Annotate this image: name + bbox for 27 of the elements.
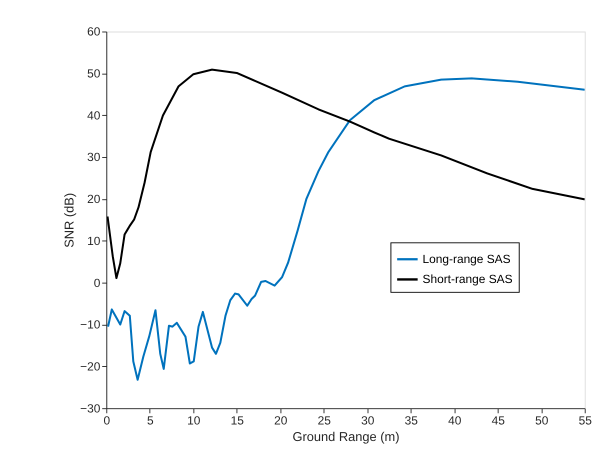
y-tick-label: 0 xyxy=(94,276,101,290)
x-tick-label: 20 xyxy=(274,413,288,428)
x-tick-label: 45 xyxy=(492,413,506,428)
x-tick-label: 5 xyxy=(146,413,154,428)
y-tick-label: −20 xyxy=(80,360,101,374)
y-tick-label: 30 xyxy=(87,150,101,164)
x-tick-label: 35 xyxy=(404,413,418,428)
y-tick-label: 60 xyxy=(87,24,101,39)
legend-label: Short-range SAS xyxy=(422,272,513,286)
y-tick-label: 40 xyxy=(87,108,101,122)
x-tick-label: 15 xyxy=(230,413,244,428)
x-tick-label: 25 xyxy=(318,413,332,428)
y-tick-label: −10 xyxy=(80,318,101,332)
y-tick-label: 50 xyxy=(87,66,101,81)
legend-label: Long-range SAS xyxy=(422,252,511,266)
y-tick-label: −30 xyxy=(80,401,101,416)
x-axis-title: Ground Range (m) xyxy=(292,428,400,444)
y-axis-title: SNR (dB) xyxy=(62,192,77,248)
x-tick-label: 0 xyxy=(103,413,110,428)
y-tick-label: 10 xyxy=(87,234,101,248)
x-tick-label: 30 xyxy=(361,413,375,428)
x-tick-label: 55 xyxy=(578,413,592,428)
x-tick-label: 40 xyxy=(448,413,462,428)
x-tick-label: 10 xyxy=(187,413,201,428)
x-tick-label: 50 xyxy=(535,413,549,428)
line-series xyxy=(107,77,585,381)
y-tick-label: 20 xyxy=(87,192,101,206)
